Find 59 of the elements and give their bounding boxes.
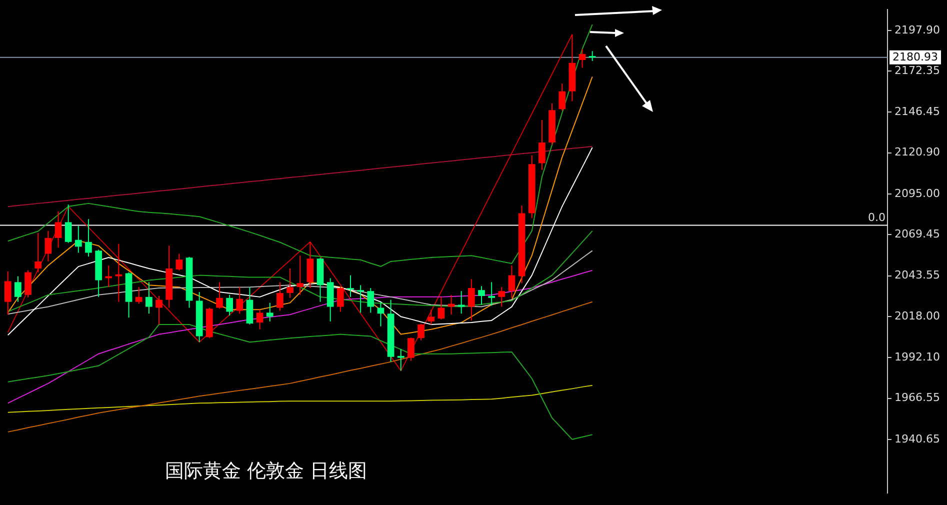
candlestick	[64, 204, 72, 244]
y-tick-label: 2172.35	[894, 64, 940, 77]
candlestick	[488, 282, 495, 306]
y-tick-label: 2043.55	[894, 268, 940, 282]
candlestick	[236, 286, 244, 314]
candlestick	[458, 290, 465, 314]
y-tick-label: 2120.90	[894, 146, 940, 159]
ref-line-label: 2180.93	[892, 50, 938, 64]
y-tick-label: 1940.65	[894, 432, 940, 446]
candlestick	[24, 270, 32, 298]
candlestick	[226, 294, 233, 316]
y-tick-label: 2197.90	[894, 23, 940, 36]
candlestick	[377, 301, 384, 327]
candlestick	[438, 296, 445, 320]
text: 国际黄金 伦敦金 日线图	[165, 459, 368, 484]
candlestick	[146, 282, 152, 314]
candlestick	[135, 286, 142, 304]
candlestick	[357, 284, 364, 314]
candlestick	[115, 243, 122, 302]
candlestick	[306, 241, 314, 289]
y-tick-label: 1992.10	[894, 350, 940, 364]
candlestick	[468, 278, 475, 321]
candlestick	[578, 48, 586, 68]
candlestick	[4, 270, 12, 316]
candlestick	[448, 294, 455, 316]
candlestick	[44, 230, 52, 262]
candlestick	[85, 218, 92, 258]
candlestick	[14, 276, 22, 302]
candlestick	[478, 286, 485, 306]
candlestick	[397, 348, 404, 372]
candlestick	[296, 255, 304, 296]
y-tick-label: 2146.45	[894, 105, 940, 118]
candlestick	[336, 286, 344, 312]
text: 0.0	[868, 211, 886, 224]
candlestick	[367, 288, 374, 314]
candlestick	[276, 282, 284, 312]
candlestick	[156, 295, 162, 325]
candlestick	[428, 309, 435, 325]
candlestick	[266, 302, 274, 322]
candlestick	[256, 309, 264, 330]
candlestick	[347, 274, 354, 298]
candlestick	[588, 50, 596, 62]
candlestick	[418, 323, 424, 341]
y-tick-label: 2069.45	[894, 228, 940, 241]
y-tick-label: 1966.55	[894, 391, 940, 404]
candlestick	[558, 83, 566, 112]
candlestick	[176, 253, 183, 271]
candlestick	[54, 210, 62, 248]
candlestick	[538, 119, 546, 171]
candlestick	[246, 286, 254, 325]
candlestick	[498, 286, 506, 308]
candlestick	[74, 226, 82, 254]
candlestick	[508, 264, 516, 298]
candlestick	[286, 268, 294, 298]
candlestick	[216, 282, 223, 310]
candlestick	[408, 336, 414, 362]
y-tick-label: 2018.00	[894, 309, 940, 322]
y-tick-label: 2095.00	[894, 186, 940, 200]
candlestick	[34, 232, 42, 273]
